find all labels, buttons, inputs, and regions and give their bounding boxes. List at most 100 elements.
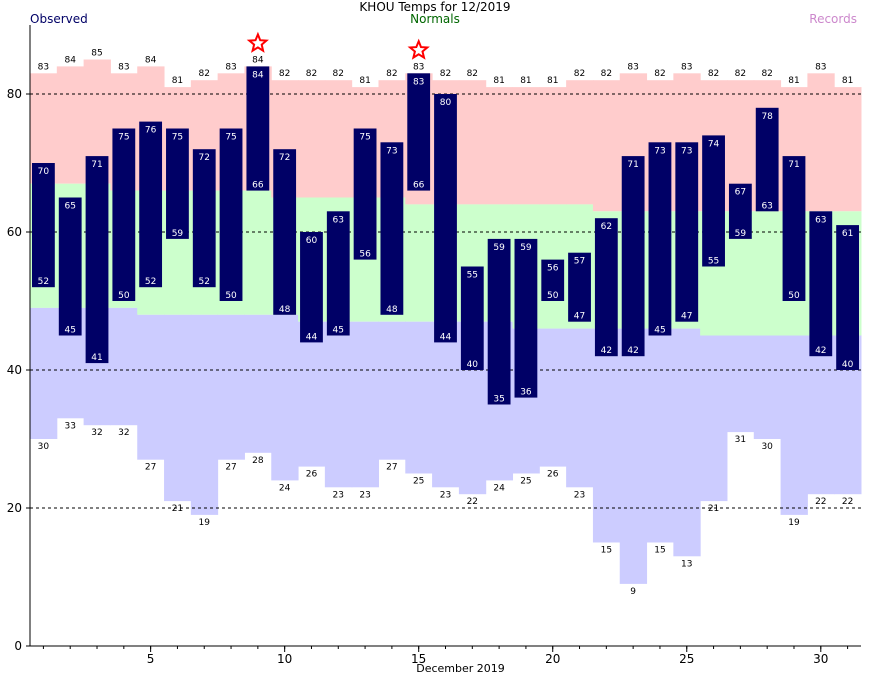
observed-high-label: 74 [708,139,720,149]
record-high-label: 81 [788,76,799,86]
observed-bar [541,259,565,301]
observed-low-label: 44 [440,332,452,342]
record-high-band [566,80,594,205]
observed-bar [568,252,591,322]
observed-low-label: 66 [413,181,425,191]
record-low-band [807,335,835,495]
record-low-label: 15 [601,546,612,556]
observed-low-label: 52 [38,277,49,287]
record-low-band [110,307,138,426]
observed-high-label: 65 [64,202,75,212]
record-low-label: 27 [225,463,236,473]
record-low-band [780,335,808,515]
observed-high-label: 62 [601,222,612,232]
record-low-label: 32 [91,428,102,438]
observed-high-label: 71 [91,160,102,170]
record-low-label: 31 [735,435,746,445]
record-high-label: 83 [413,62,424,72]
observed-bar [353,128,377,260]
record-low-band [271,314,299,481]
observed-low-label: 45 [64,326,75,336]
record-low-band [753,335,782,439]
record-high-label: 83 [627,62,638,72]
record-high-label: 81 [547,76,558,86]
record-high-band [485,87,514,205]
observed-low-label: 40 [842,360,854,370]
record-low-band [539,328,567,467]
observed-bar [621,156,645,357]
observed-high-label: 76 [145,126,157,136]
observed-high-label: 59 [493,243,505,253]
observed-high-label: 67 [735,188,746,198]
observed-high-label: 72 [279,153,290,163]
observed-bar [514,238,538,398]
record-low-band [244,314,272,453]
observed-low-label: 47 [574,312,585,322]
x-tick-label: 5 [147,652,155,666]
record-low-label: 24 [279,483,291,493]
observed-low-label: 55 [708,257,719,267]
record-high-label: 82 [386,69,397,79]
observed-bar [273,149,297,315]
x-tick-label: 25 [679,652,694,666]
record-star-icon [246,31,269,53]
observed-high-label: 63 [333,215,344,225]
record-low-label: 23 [574,490,585,500]
y-tick-label: 0 [14,639,22,653]
observed-low-label: 59 [735,229,747,239]
observed-low-label: 66 [252,181,264,191]
observed-low-label: 41 [91,353,102,363]
record-low-label: 25 [520,477,531,487]
record-low-label: 23 [440,490,451,500]
observed-low-label: 63 [761,201,772,211]
y-tick-label: 60 [7,225,22,239]
observed-high-label: 61 [842,229,853,239]
record-high-band [512,87,540,205]
record-low-band [30,307,58,439]
record-low-band [378,321,406,460]
observed-bar [58,197,82,336]
observed-high-label: 71 [788,160,799,170]
record-low-band [351,321,379,488]
record-low-band [164,314,192,502]
record-high-band [592,80,621,212]
record-high-label: 82 [306,69,317,79]
x-tick-label: 10 [277,652,292,666]
record-high-label: 83 [225,62,236,72]
observed-bar [112,128,136,301]
observed-high-label: 75 [118,133,129,143]
record-high-label: 82 [467,69,478,79]
observed-low-label: 48 [386,305,398,315]
observed-low-label: 50 [788,291,800,301]
observed-low-label: 45 [654,326,665,336]
record-high-label: 83 [815,62,826,72]
record-low-band [405,321,433,474]
observed-high-label: 80 [440,98,452,108]
observed-bar [32,163,55,288]
observed-low-label: 47 [681,312,692,322]
record-high-label: 84 [145,55,157,65]
chart-title: KHOU Temps for 12/2019 [359,0,511,14]
record-high-label: 82 [601,69,612,79]
observed-high-label: 84 [252,70,264,80]
observed-low-label: 40 [467,360,479,370]
record-low-label: 30 [38,442,50,452]
record-high-band [324,80,353,198]
observed-high-label: 75 [225,133,236,143]
x-axis-title: December 2019 [416,662,505,675]
record-low-band [566,328,594,488]
record-high-label: 85 [91,49,102,59]
record-high-label: 82 [735,69,746,79]
record-high-label: 81 [842,76,853,86]
records-legend-label: Records [809,12,857,26]
observed-high-label: 59 [520,243,532,253]
record-low-label: 9 [630,587,636,597]
observed-bar [219,128,243,301]
observed-low-label: 42 [627,346,638,356]
record-low-label: 22 [467,497,478,507]
record-low-band [700,335,728,502]
record-low-label: 25 [413,477,424,487]
record-low-band [190,314,219,515]
observed-bar [192,149,216,288]
